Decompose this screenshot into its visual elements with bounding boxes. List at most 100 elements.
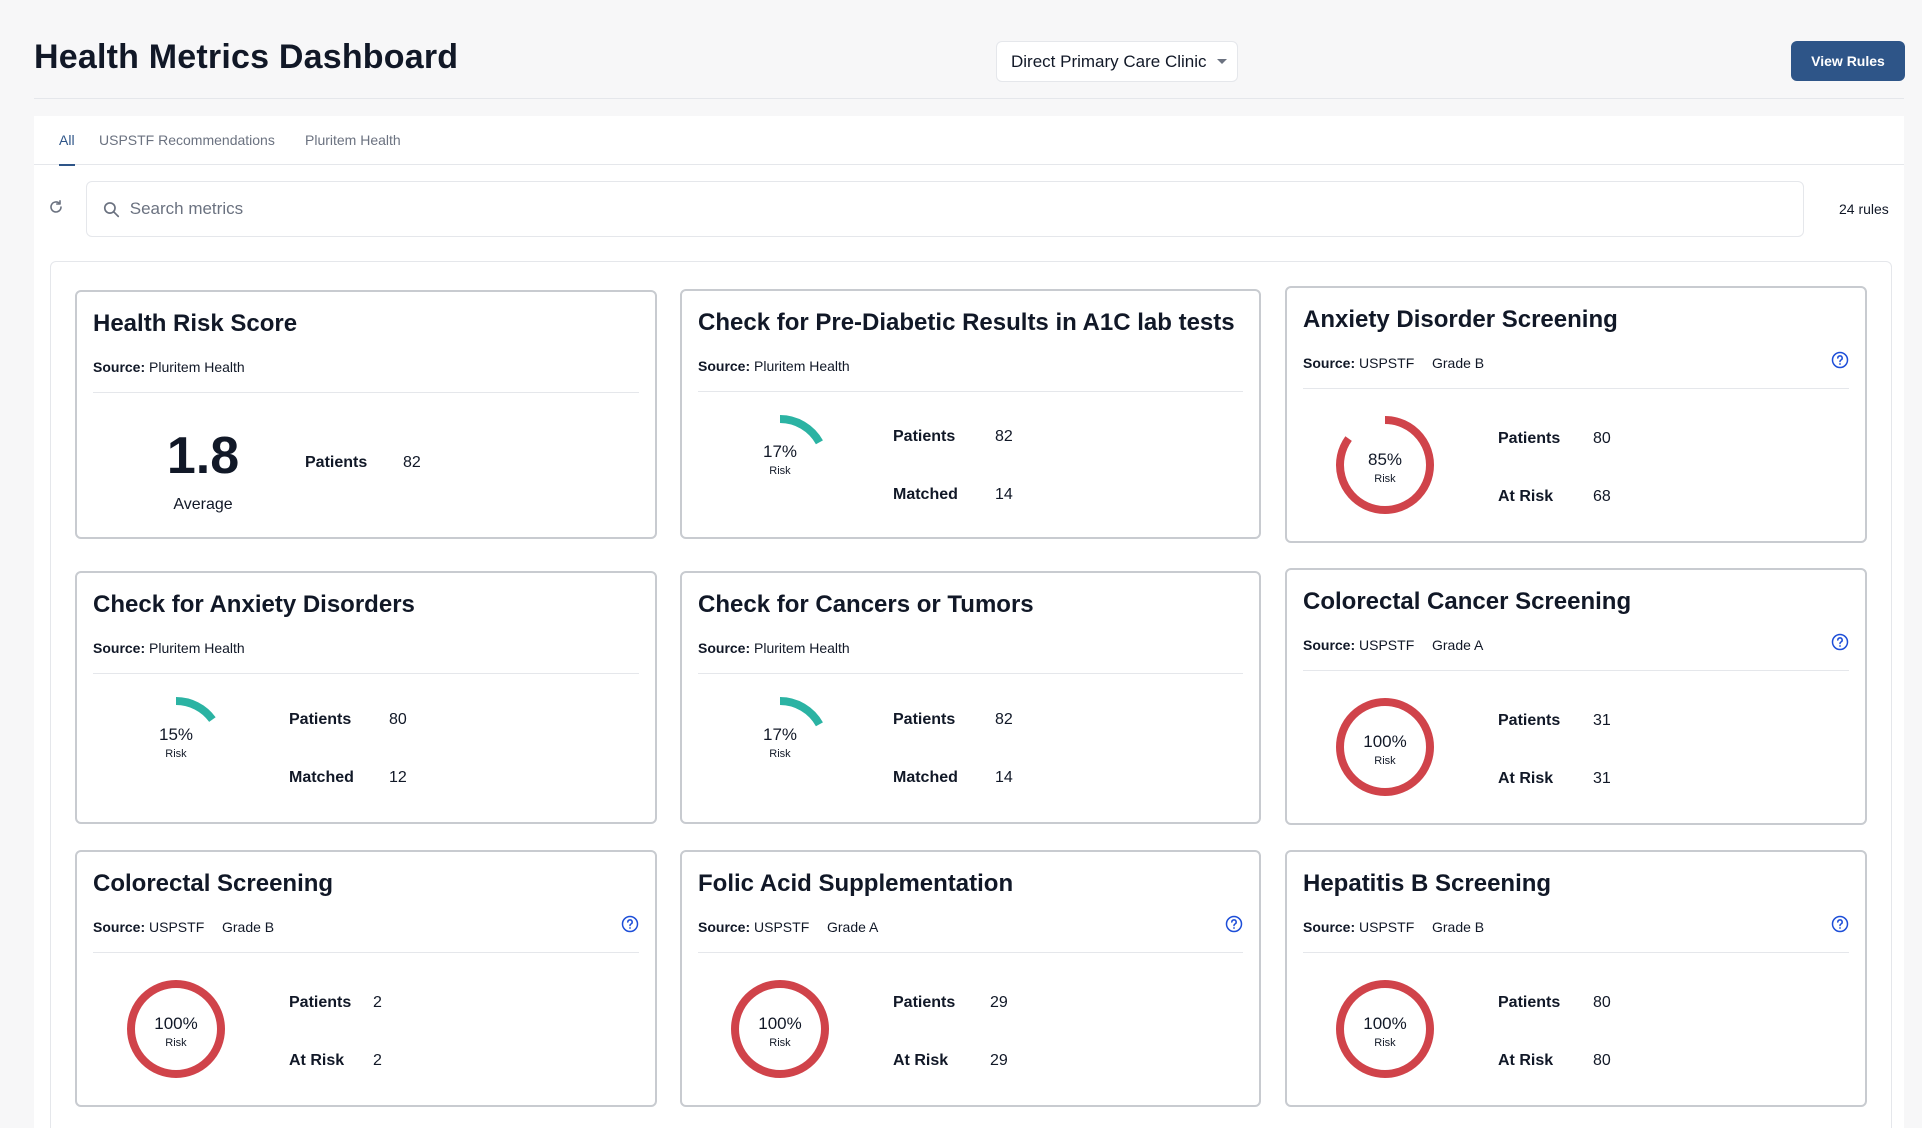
card-source: Source: USPSTF bbox=[1303, 637, 1415, 653]
header: Health Metrics Dashboard Direct Primary … bbox=[0, 0, 1922, 100]
risk-arc bbox=[779, 415, 823, 445]
stat-value-at-risk: 29 bbox=[990, 1052, 1008, 1069]
risk-gauge bbox=[1336, 980, 1434, 1078]
main-panel: All USPSTF Recommendations Pluritem Heal… bbox=[34, 116, 1904, 1128]
card-source: Source: USPSTF bbox=[93, 919, 205, 935]
metric-card-prediabetic-a1c[interactable]: Check for Pre-Diabetic Results in A1C la… bbox=[680, 289, 1261, 539]
card-source: Source: Pluritem Health bbox=[93, 640, 245, 656]
tab-all[interactable]: All bbox=[59, 132, 75, 166]
risk-arc bbox=[175, 697, 216, 723]
help-icon[interactable] bbox=[1831, 915, 1849, 933]
help-icon[interactable] bbox=[1225, 915, 1243, 933]
risk-label: Risk bbox=[165, 748, 187, 760]
search-box[interactable] bbox=[86, 181, 1804, 237]
metric-card-anxiety-disorder-screening[interactable]: Anxiety Disorder Screening Source: USPST… bbox=[1285, 286, 1867, 543]
risk-percent: 85% bbox=[1367, 450, 1403, 469]
risk-label: Risk bbox=[769, 465, 791, 477]
card-divider bbox=[1303, 670, 1849, 671]
card-title: Check for Cancers or Tumors bbox=[698, 591, 1034, 618]
stat-label-patients: Patients bbox=[289, 994, 352, 1011]
card-source: Source: USPSTF bbox=[698, 919, 810, 935]
tab-pluritem[interactable]: Pluritem Health bbox=[305, 132, 401, 148]
card-grade: Grade A bbox=[827, 919, 879, 935]
stat-value-at-risk: 80 bbox=[1593, 1052, 1611, 1069]
risk-arc bbox=[127, 980, 225, 1078]
stat-value-patients: 2 bbox=[373, 994, 382, 1011]
risk-percent: 100% bbox=[1363, 1014, 1407, 1033]
tab-bar: All USPSTF Recommendations Pluritem Heal… bbox=[34, 116, 1904, 166]
stat-value-patients: 82 bbox=[995, 711, 1013, 728]
card-divider bbox=[1303, 952, 1849, 953]
card-source: Source: Pluritem Health bbox=[93, 359, 245, 375]
risk-gauge bbox=[731, 980, 829, 1078]
card-title: Colorectal Screening bbox=[93, 870, 334, 897]
stat-label-at-risk: At Risk bbox=[1498, 770, 1554, 787]
card-source: Source: USPSTF bbox=[1303, 355, 1415, 371]
risk-arc bbox=[731, 980, 829, 1078]
risk-label: Risk bbox=[1374, 755, 1396, 767]
clinic-select[interactable]: Direct Primary Care Clinic bbox=[996, 41, 1238, 82]
help-icon[interactable] bbox=[1831, 633, 1849, 651]
chevron-down-icon bbox=[1216, 59, 1227, 64]
metric-card-colorectal-cancer-screening[interactable]: Colorectal Cancer Screening Source: USPS… bbox=[1285, 568, 1867, 825]
stat-label-at-risk: At Risk bbox=[1498, 488, 1554, 505]
card-title: Health Risk Score bbox=[93, 310, 298, 337]
help-icon[interactable] bbox=[621, 915, 639, 933]
risk-gauge bbox=[1336, 698, 1434, 796]
tab-uspstf[interactable]: USPSTF Recommendations bbox=[99, 132, 275, 148]
risk-percent: 17% bbox=[762, 725, 798, 744]
card-title: Folic Acid Supplementation bbox=[698, 870, 1014, 897]
stat-value-patients: 31 bbox=[1593, 712, 1611, 729]
stat-value-at-risk: 31 bbox=[1593, 770, 1611, 787]
stat-value-matched: 12 bbox=[389, 769, 407, 786]
risk-percent: 100% bbox=[1363, 732, 1407, 751]
stat-value-patients: 80 bbox=[1593, 430, 1611, 447]
risk-gauge bbox=[779, 415, 823, 445]
risk-percent: 100% bbox=[758, 1014, 802, 1033]
search-input[interactable] bbox=[129, 199, 1803, 219]
stat-label-matched: Matched bbox=[893, 486, 958, 503]
metrics-grid: Health Risk Score Source: Pluritem Healt… bbox=[50, 261, 1892, 1128]
card-divider bbox=[698, 391, 1243, 392]
metric-card-hepatitis-b-screening[interactable]: Hepatitis B Screening Source: USPSTF Gra… bbox=[1285, 850, 1867, 1107]
stat-value-patients: 29 bbox=[990, 994, 1008, 1011]
risk-label: Risk bbox=[1374, 473, 1396, 485]
metric-card-colorectal-screening[interactable]: Colorectal Screening Source: USPSTF Grad… bbox=[75, 850, 657, 1107]
risk-label: Risk bbox=[769, 748, 791, 760]
average-value: 1.8 bbox=[166, 427, 240, 485]
average-caption: Average bbox=[173, 496, 233, 513]
card-divider bbox=[698, 952, 1243, 953]
risk-gauge bbox=[127, 980, 225, 1078]
card-source: Source: Pluritem Health bbox=[698, 358, 850, 374]
card-source: Source: Pluritem Health bbox=[698, 640, 850, 656]
metric-card-folic-acid-supplementation[interactable]: Folic Acid Supplementation Source: USPST… bbox=[680, 850, 1261, 1107]
stat-value-matched: 14 bbox=[995, 486, 1013, 503]
help-icon[interactable] bbox=[1831, 351, 1849, 369]
stat-value-patients: 80 bbox=[1593, 994, 1611, 1011]
metric-card-health-risk-score[interactable]: Health Risk Score Source: Pluritem Healt… bbox=[75, 290, 657, 539]
card-divider bbox=[93, 673, 639, 674]
stat-label-patients: Patients bbox=[1498, 430, 1561, 447]
stat-label-patients: Patients bbox=[289, 711, 352, 728]
view-rules-button[interactable]: View Rules bbox=[1791, 41, 1905, 81]
stat-label-patients: Patients bbox=[893, 711, 956, 728]
stat-label-matched: Matched bbox=[289, 769, 354, 786]
card-title: Colorectal Cancer Screening bbox=[1303, 588, 1632, 615]
card-divider bbox=[1303, 388, 1849, 389]
refresh-icon[interactable] bbox=[48, 199, 64, 215]
card-title: Check for Anxiety Disorders bbox=[93, 591, 415, 618]
stat-value-patients: 80 bbox=[389, 711, 407, 728]
risk-percent: 17% bbox=[762, 442, 798, 461]
header-divider bbox=[34, 98, 1904, 99]
search-icon bbox=[103, 201, 120, 217]
stat-value-patients: 82 bbox=[403, 454, 421, 471]
risk-arc bbox=[1336, 698, 1434, 796]
card-grade: Grade B bbox=[1432, 355, 1485, 371]
metric-card-cancers-tumors[interactable]: Check for Cancers or Tumors Source: Plur… bbox=[680, 571, 1261, 824]
clinic-select-value: Direct Primary Care Clinic bbox=[1011, 51, 1207, 71]
risk-label: Risk bbox=[769, 1037, 791, 1049]
metric-card-check-anxiety-disorders[interactable]: Check for Anxiety Disorders Source: Plur… bbox=[75, 571, 657, 824]
risk-arc bbox=[1336, 980, 1434, 1078]
page-title: Health Metrics Dashboard bbox=[34, 38, 459, 76]
risk-percent: 100% bbox=[154, 1014, 198, 1033]
